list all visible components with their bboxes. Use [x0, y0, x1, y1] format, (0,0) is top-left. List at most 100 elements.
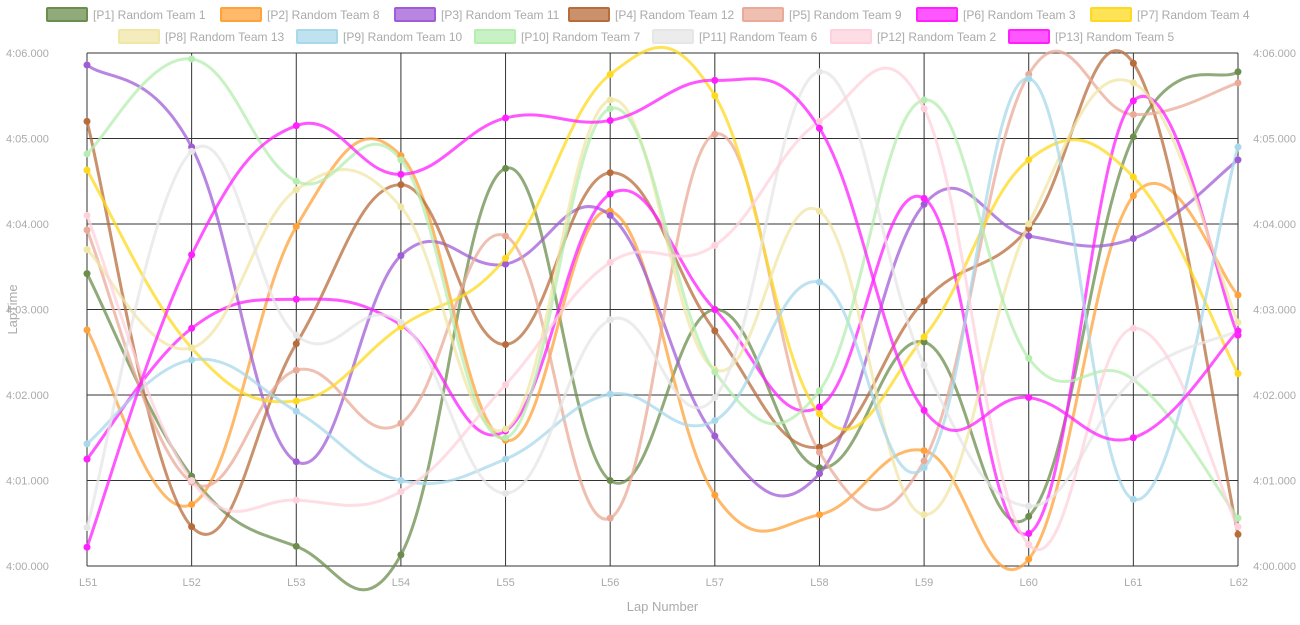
data-point-p8[interactable]: [188, 344, 196, 352]
data-point-p13[interactable]: [920, 406, 928, 414]
data-point-p11[interactable]: [920, 361, 928, 369]
data-point-p10[interactable]: [188, 55, 196, 63]
legend-swatch-p10[interactable]: [474, 29, 516, 44]
data-point-p2[interactable]: [188, 500, 196, 508]
data-point-p6[interactable]: [83, 455, 91, 463]
data-point-p5[interactable]: [292, 366, 300, 374]
legend-swatch-p5[interactable]: [742, 7, 784, 22]
data-point-p2[interactable]: [815, 511, 823, 519]
data-point-p9[interactable]: [1025, 75, 1033, 83]
data-point-p11[interactable]: [292, 331, 300, 339]
data-point-p1[interactable]: [1234, 68, 1242, 76]
data-point-p4[interactable]: [1129, 59, 1137, 67]
legend-swatch-p12[interactable]: [830, 29, 872, 44]
legend-label-p11[interactable]: [P11] Random Team 6: [699, 30, 818, 44]
data-point-p11[interactable]: [397, 318, 405, 326]
data-point-p5[interactable]: [397, 419, 405, 427]
data-point-p7[interactable]: [920, 333, 928, 341]
legend-label-p3[interactable]: [P3] Random Team 11: [441, 8, 560, 22]
legend-swatch-p7[interactable]: [1090, 7, 1132, 22]
legend-swatch-p13[interactable]: [1008, 29, 1050, 44]
data-point-p13[interactable]: [1025, 394, 1033, 402]
data-point-p1[interactable]: [1129, 133, 1137, 141]
data-point-p5[interactable]: [502, 232, 510, 240]
data-point-p12[interactable]: [397, 488, 405, 496]
data-point-p12[interactable]: [711, 241, 719, 249]
data-point-p5[interactable]: [1234, 79, 1242, 87]
legend-swatch-p11[interactable]: [652, 29, 694, 44]
legend-swatch-p3[interactable]: [394, 7, 436, 22]
data-point-p5[interactable]: [711, 130, 719, 138]
data-point-p3[interactable]: [292, 458, 300, 466]
data-point-p10[interactable]: [711, 368, 719, 376]
data-point-p5[interactable]: [815, 448, 823, 456]
data-point-p3[interactable]: [711, 432, 719, 440]
legend-swatch-p4[interactable]: [568, 7, 610, 22]
data-point-p8[interactable]: [83, 246, 91, 254]
data-point-p1[interactable]: [1025, 512, 1033, 520]
data-point-p8[interactable]: [502, 425, 510, 433]
data-point-p8[interactable]: [1129, 79, 1137, 87]
data-point-p3[interactable]: [920, 200, 928, 208]
data-point-p11[interactable]: [606, 316, 614, 324]
data-point-p5[interactable]: [83, 226, 91, 234]
data-point-p5[interactable]: [606, 514, 614, 522]
data-point-p12[interactable]: [188, 477, 196, 484]
data-point-p12[interactable]: [1025, 541, 1033, 549]
data-point-p8[interactable]: [292, 186, 300, 194]
legend-swatch-p1[interactable]: [46, 7, 88, 22]
data-point-p11[interactable]: [1025, 502, 1033, 510]
data-point-p7[interactable]: [1025, 156, 1033, 164]
data-point-p13[interactable]: [1129, 434, 1137, 442]
data-point-p8[interactable]: [815, 207, 823, 215]
data-point-p7[interactable]: [83, 166, 91, 174]
data-point-p13[interactable]: [815, 124, 823, 132]
data-point-p12[interactable]: [292, 496, 300, 504]
data-point-p3[interactable]: [1234, 156, 1242, 164]
legend-label-p9[interactable]: [P9] Random Team 10: [343, 30, 463, 44]
data-point-p8[interactable]: [1025, 220, 1033, 228]
data-point-p3[interactable]: [502, 260, 510, 268]
data-point-p1[interactable]: [502, 164, 510, 172]
data-point-p4[interactable]: [397, 181, 405, 189]
data-point-p1[interactable]: [83, 270, 91, 278]
data-point-p13[interactable]: [188, 251, 196, 259]
data-point-p9[interactable]: [188, 356, 196, 364]
data-point-p9[interactable]: [920, 464, 928, 472]
legend-swatch-p2[interactable]: [220, 7, 262, 22]
data-point-p13[interactable]: [1234, 327, 1242, 335]
legend-label-p1[interactable]: [P1] Random Team 1: [93, 8, 206, 22]
data-point-p3[interactable]: [1025, 232, 1033, 240]
data-point-p3[interactable]: [1129, 235, 1137, 243]
data-point-p2[interactable]: [1129, 192, 1137, 200]
legend-swatch-p9[interactable]: [296, 29, 338, 44]
data-point-p8[interactable]: [606, 96, 614, 104]
data-point-p4[interactable]: [188, 523, 196, 531]
data-point-p13[interactable]: [502, 114, 510, 122]
legend-label-p2[interactable]: [P2] Random Team 8: [267, 8, 380, 22]
data-point-p7[interactable]: [815, 410, 823, 418]
data-point-p1[interactable]: [292, 542, 300, 550]
data-point-p9[interactable]: [606, 390, 614, 398]
data-point-p7[interactable]: [606, 70, 614, 78]
data-point-p10[interactable]: [83, 150, 91, 158]
data-point-p4[interactable]: [711, 327, 719, 335]
data-point-p4[interactable]: [1234, 530, 1242, 538]
data-point-p8[interactable]: [920, 511, 928, 519]
legend-label-p8[interactable]: [P8] Random Team 13: [165, 30, 285, 44]
data-point-p9[interactable]: [1129, 495, 1137, 503]
legend-swatch-p8[interactable]: [118, 29, 160, 44]
data-point-p7[interactable]: [711, 92, 719, 100]
legend-label-p10[interactable]: [P10] Random Team 7: [521, 30, 641, 44]
data-point-p6[interactable]: [188, 324, 196, 332]
data-point-p12[interactable]: [606, 258, 614, 266]
data-point-p10[interactable]: [920, 96, 928, 104]
data-point-p11[interactable]: [815, 68, 823, 76]
data-point-p11[interactable]: [502, 489, 510, 497]
data-point-p6[interactable]: [606, 190, 614, 198]
data-point-p6[interactable]: [1129, 97, 1137, 105]
data-point-p12[interactable]: [83, 211, 91, 219]
data-point-p6[interactable]: [292, 295, 300, 303]
data-point-p13[interactable]: [606, 117, 614, 125]
data-point-p8[interactable]: [1234, 318, 1242, 326]
